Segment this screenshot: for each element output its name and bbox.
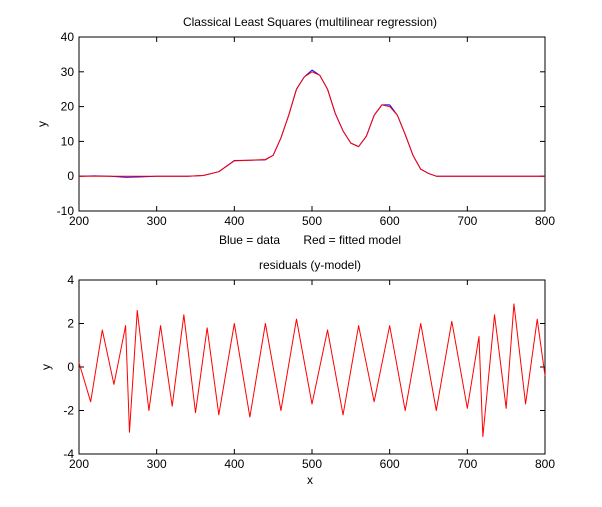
fit-x-tick-label: 800 xyxy=(535,214,555,228)
fit-y-axis-label: y xyxy=(35,121,49,127)
residuals-x-tick-label: 300 xyxy=(147,457,167,471)
fit-series-line-1 xyxy=(79,71,545,177)
residuals-x-tick-label: 400 xyxy=(224,457,244,471)
residuals-y-tick-label: 2 xyxy=(67,317,74,331)
fit-x-axis-label: Blue = data Red = fitted model xyxy=(219,233,401,247)
fit-x-tick-label: 200 xyxy=(69,214,89,228)
fit-chart-title: Classical Least Squares (multilinear reg… xyxy=(183,15,437,29)
residuals-y-axis-label: y xyxy=(39,364,53,370)
residuals-plot-area xyxy=(78,279,546,455)
residuals-x-axis-label: x xyxy=(307,473,313,487)
fit-x-tick-label: 600 xyxy=(380,214,400,228)
residuals-ticks: 200 300 400 500 600 700 800 -4 -2 0 2 4 xyxy=(63,273,555,471)
residuals-y-tick-label: -2 xyxy=(63,404,74,418)
fit-ticks: 200 300 400 500 600 700 800 -10 0 10 20 30 40 xyxy=(57,30,556,228)
fit-series-group xyxy=(78,69,545,178)
fit-x-tick-label: 700 xyxy=(457,214,477,228)
residuals-x-tick-label: 200 xyxy=(69,457,89,471)
residuals-x-tick-label: 800 xyxy=(535,457,555,471)
fit-y-tick-label: 30 xyxy=(61,65,75,79)
fit-y-tick-label: 40 xyxy=(61,30,75,44)
fit-x-tick-label: 300 xyxy=(147,214,167,228)
fit-y-tick-label: -10 xyxy=(57,204,75,218)
fit-y-tick-label: 0 xyxy=(67,169,74,183)
residuals-series-line-0 xyxy=(78,303,546,438)
residuals-x-tick-label: 700 xyxy=(457,457,477,471)
residuals-x-tick-label: 600 xyxy=(380,457,400,471)
residuals-y-tick-label: -4 xyxy=(63,447,74,461)
fit-panel: Classical Least Squares (multilinear reg… xyxy=(35,15,555,247)
residuals-x-tick-label: 500 xyxy=(302,457,322,471)
residuals-y-tick-label: 4 xyxy=(67,273,74,287)
fit-plot-area xyxy=(78,36,546,212)
residuals-chart-title: residuals (y-model) xyxy=(259,258,361,272)
fit-y-tick-label: 10 xyxy=(61,134,75,148)
residuals-panel: residuals (y-model) 200 300 400 500 600 700 80… xyxy=(39,258,555,487)
fit-x-tick-label: 500 xyxy=(302,214,322,228)
residuals-y-tick-label: 0 xyxy=(67,360,74,374)
residuals-series-group xyxy=(78,303,546,438)
fit-x-tick-label: 400 xyxy=(224,214,244,228)
fit-y-tick-label: 20 xyxy=(61,100,75,114)
